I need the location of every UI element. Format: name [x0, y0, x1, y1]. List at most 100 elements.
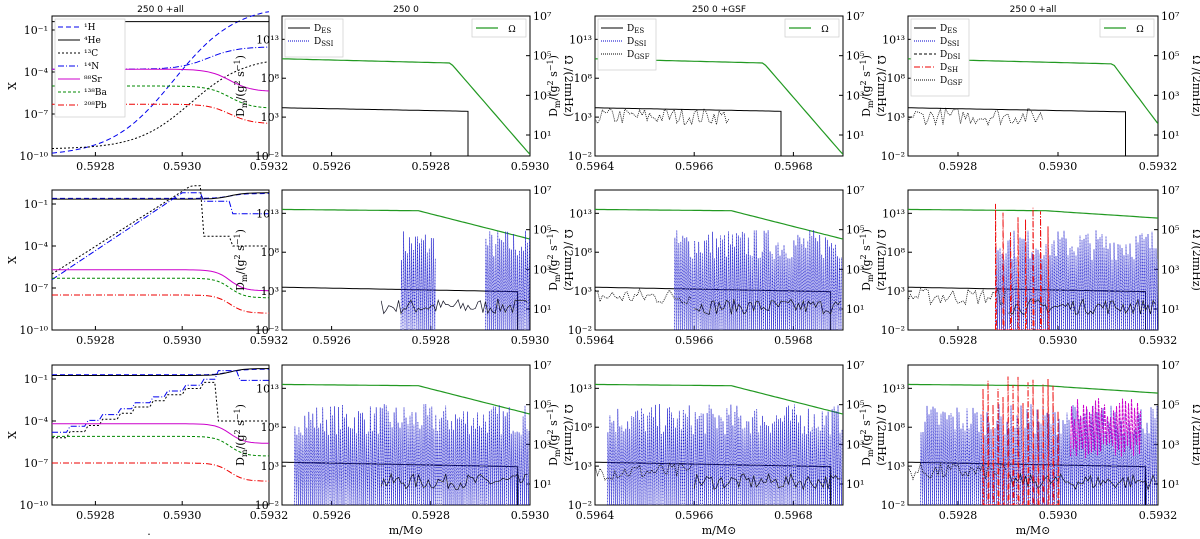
- panel-title: 250 0 +all: [137, 5, 184, 15]
- x-tick-label: 0.5928: [412, 160, 451, 173]
- y-axis-label-part: 2: [233, 254, 242, 259]
- plot-area: [595, 208, 843, 330]
- omega-legend-box: [471, 18, 527, 38]
- y-axis-label-part: s: [547, 245, 560, 254]
- d-ssi-line: [920, 404, 1158, 505]
- y2-axis-label: Ω /(2πnHz): [562, 55, 575, 117]
- y-axis-label-part: −1: [859, 59, 868, 71]
- y-axis-label-part: 2: [546, 80, 555, 85]
- legend-label: DSSI: [627, 37, 647, 48]
- x-tick-label: 0.5932: [1139, 334, 1178, 347]
- d-es-line: [595, 461, 832, 505]
- x-tick-label: 0.5928: [939, 509, 978, 522]
- y-tick-label: 10⁻²: [881, 324, 905, 337]
- x-tick-label: 0.5928: [939, 334, 978, 347]
- y-axis-label: Dm/(g2 s−1): [859, 404, 875, 466]
- y-tick-label: 10⁻²: [881, 150, 905, 163]
- y-axis-label: X: [6, 82, 19, 90]
- x-tick-label: 0.5966: [675, 334, 714, 347]
- y-axis-label-part: −1: [859, 408, 868, 420]
- x-tick-label: 0.5932: [250, 334, 289, 347]
- d-sh-line: [995, 203, 1050, 330]
- x-tick-label: 0.5928: [76, 509, 115, 522]
- d-ssi-line: [674, 229, 842, 330]
- y-tick-label: 10¹³: [256, 382, 279, 395]
- x-tick-label: 0.5932: [1139, 509, 1178, 522]
- y2-tick-label: 10⁵: [1161, 399, 1179, 412]
- y-axis-label-part: /(g: [547, 85, 560, 100]
- abundance-line: [52, 192, 269, 200]
- y-tick-label: 10¹³: [256, 207, 279, 220]
- y-tick-label: 10⁻¹⁰: [19, 150, 48, 163]
- legend-label-sub: ES: [321, 27, 331, 35]
- legend-label-main: D: [627, 50, 634, 60]
- y-tick-label: 10⁻¹⁰: [19, 499, 48, 512]
- y-tick-label: 10⁻²: [881, 499, 905, 512]
- y-tick-label: 10¹³: [882, 382, 905, 395]
- y-tick-label: 10⁻⁷: [24, 282, 49, 295]
- legend-label-main: D: [940, 37, 947, 47]
- plot-frame: [594, 364, 844, 506]
- stray-mark: .: [147, 525, 151, 538]
- y-tick-label: 10⁻¹: [24, 373, 48, 386]
- y-axis-label-part: m: [866, 449, 875, 457]
- y-axis-label-part: D: [860, 108, 873, 117]
- y-tick-label: 10¹³: [256, 33, 279, 46]
- y-tick-label: 10³: [574, 460, 592, 473]
- x-tick-label: 0.5966: [675, 509, 714, 522]
- x-tick-label: 0.5932: [1139, 160, 1178, 173]
- y-tick-label: 10⁸: [887, 72, 906, 85]
- diffusion-panel-col-1-row-1: 10⁻² 10³ 10⁸ 10¹³ 10¹ 10³ 10⁵ 10⁷ 0.5926 0.5928 0.…: [233, 5, 575, 173]
- y-axis-label-part: ): [234, 229, 247, 233]
- abundance-line: [52, 435, 269, 457]
- y-tick-label: 10³: [887, 285, 905, 298]
- y2-tick-label: 10³: [533, 89, 551, 102]
- omega-legend-label: Ω: [821, 25, 828, 35]
- y2-tick-label: 10³: [533, 263, 551, 276]
- legend-label-sub: GSF: [634, 53, 649, 61]
- y-axis-label-part: m: [553, 449, 562, 457]
- d-gsf-line: [595, 107, 730, 126]
- y-axis-label-part: /(g: [234, 259, 247, 274]
- y2-tick-label: 10⁷: [846, 10, 865, 23]
- d-noise-line: [380, 298, 528, 315]
- panel-title: 250 0 +all: [1010, 5, 1057, 15]
- y-axis-label-part: s: [860, 71, 873, 80]
- y-axis-label-part: m: [553, 100, 562, 108]
- legend-label: ⁴He: [84, 36, 101, 46]
- x-tick-label: 0.5928: [412, 334, 451, 347]
- diffusion-panel-col-2-row-2: 10⁻² 10³ 10⁸ 10¹³ 10¹ 10³ 10⁵ 10⁷ 0.5964 0.5966 0.…: [546, 184, 888, 347]
- y-tick-label: 10⁸: [887, 246, 906, 259]
- x-axis-label: m/M⊙: [389, 524, 424, 537]
- y2-tick-label: 10³: [1161, 438, 1179, 451]
- panel-title: 250 0: [393, 5, 419, 15]
- x-tick-label: 0.5926: [312, 334, 351, 347]
- plot-area: [595, 383, 843, 505]
- y-axis-label-part: /(g: [860, 259, 873, 274]
- y-axis-label-part: /(g: [547, 434, 560, 449]
- x-tick-label: 0.5930: [511, 160, 550, 173]
- y-axis-label-part: 2: [859, 80, 868, 85]
- d-es-line: [908, 107, 1126, 156]
- x-tick-label: 0.5928: [76, 334, 115, 347]
- y2-axis-label: Ω /(2πnHz): [1190, 55, 1200, 117]
- y-tick-label: 10⁻²: [568, 324, 592, 337]
- y2-tick-label: 10⁷: [1161, 184, 1180, 197]
- d-ssi-line: [485, 230, 530, 330]
- abundance-panel-row-1: 10⁻¹⁰ 10⁻⁷ 10⁻⁴ 10⁻¹ 0.5928 0.5930 0.5932 X ¹H ⁴H…: [6, 5, 288, 173]
- y2-tick-label: 10⁷: [1161, 359, 1180, 372]
- y-axis-label-part: 2: [233, 429, 242, 434]
- y-tick-label: 10¹³: [882, 33, 905, 46]
- y-axis-label-part: s: [547, 420, 560, 429]
- y2-tick-label: 10¹: [846, 129, 864, 142]
- y2-tick-label: 10⁷: [1161, 10, 1180, 23]
- y-axis-label-part: D: [234, 108, 247, 117]
- plot-frame: [281, 189, 531, 331]
- y-axis-label: Dm/(g2 s−1): [859, 229, 875, 291]
- x-tick-label: 0.5926: [312, 160, 351, 173]
- plot-area: [908, 203, 1158, 330]
- abundance-line: [52, 381, 269, 439]
- y2-tick-label: 10⁷: [846, 184, 865, 197]
- y2-tick-label: 10³: [846, 263, 864, 276]
- d-noise-line: [380, 472, 528, 490]
